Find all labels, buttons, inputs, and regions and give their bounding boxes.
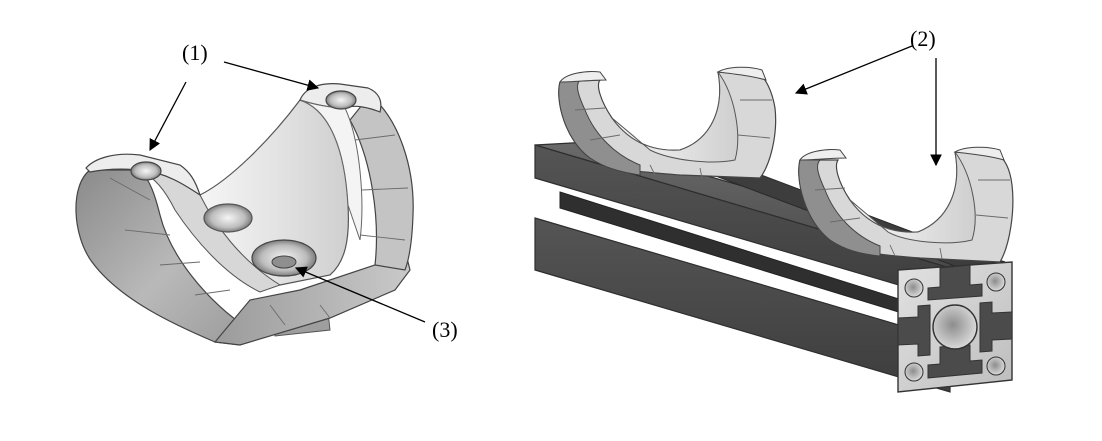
callout-label-1: (1) [182,40,208,65]
cradle-rear-top-right [716,66,767,81]
callout-label-2: (2) [910,26,936,51]
mounting-hole-left [130,161,162,181]
cradle-part-left [75,83,414,346]
countersunk-hole-front-bore [271,255,297,269]
countersunk-hole-rear [203,203,253,233]
extrusion-end-profile [897,261,1013,393]
extrusion-bore-bottom-left [904,362,924,382]
arrow-3-to-countersink [294,266,426,323]
cradle-front-left-side [798,159,881,257]
cradle-front-top-left [799,149,847,161]
arrow-2-to-rear-cradle [794,45,913,95]
extrusion-bore-top-left [904,278,924,298]
cradle-rear [558,66,777,179]
cradle-front [798,146,1014,263]
assembly-right [534,66,1014,393]
arrow-1-to-left-hole [149,81,187,152]
mounting-hole-right [325,90,357,110]
extrusion-bore-top-right [986,272,1006,292]
callout-arrows [149,45,942,323]
extrusion-lower-side [534,217,951,393]
cradle-front-top-right [953,146,1005,161]
cradle-left-arm-top [85,153,202,197]
cradle-edge-lines [109,134,409,326]
callout-label-3: (3) [432,317,458,342]
extrusion-center-bore [932,304,978,350]
cradle-rear-top-left [559,71,607,83]
arrow-1-to-right-hole [223,61,320,91]
extrusion-bore-bottom-right [986,356,1006,376]
cradle-rear-left-side [558,79,641,176]
